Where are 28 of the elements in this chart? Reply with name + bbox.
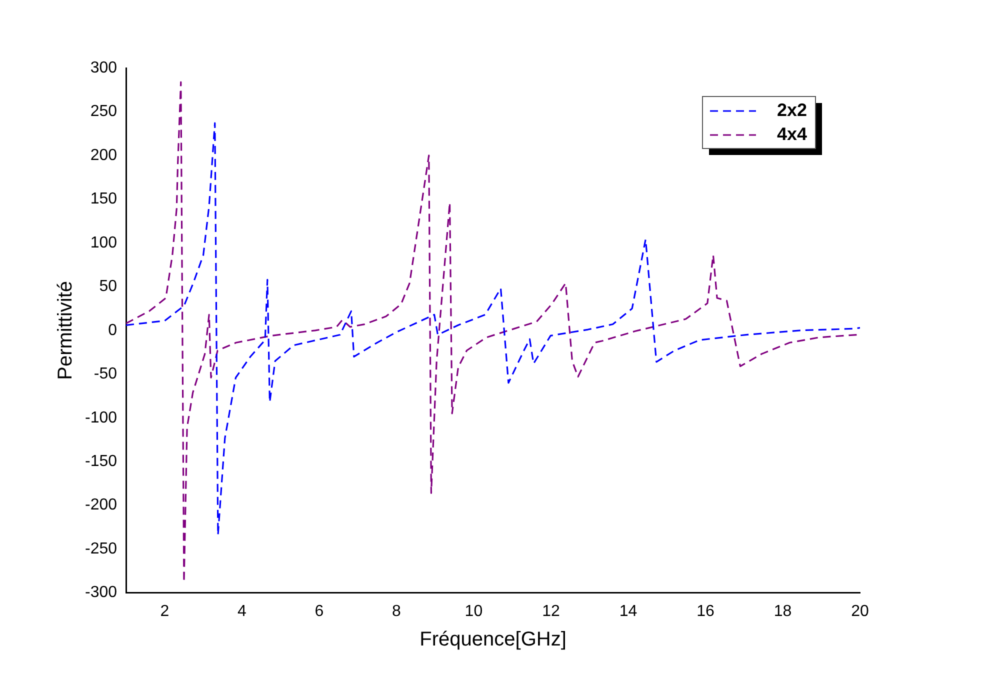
y-tick-label: 100 (90, 234, 118, 252)
x-tick-label: 18 (774, 602, 792, 620)
x-tick-label: 6 (314, 602, 324, 620)
legend-label: 4x4 (776, 124, 807, 144)
line-series (126, 122, 860, 536)
x-tick-label: 20 (851, 602, 869, 620)
y-tick-label: -200 (84, 496, 118, 514)
y-tick-label: -300 (84, 584, 118, 602)
y-tick-label: 150 (90, 190, 118, 208)
y-tick-label: 50 (99, 278, 118, 296)
x-tick-label: 16 (696, 602, 714, 620)
y-axis-title: Permittivité (54, 280, 77, 380)
legend-label: 2x2 (776, 100, 807, 120)
x-axis-title: Fréquence[GHz] (420, 628, 566, 651)
y-tick-label: 300 (90, 59, 118, 76)
x-tick-label: 14 (619, 602, 638, 620)
x-tick-label: 8 (392, 602, 401, 620)
y-tick-label: 200 (90, 146, 118, 164)
x-tick-label: 12 (542, 602, 560, 620)
x-tick-label: 10 (464, 602, 483, 620)
y-tick-label: -100 (84, 409, 118, 426)
x-tick-label: 4 (237, 602, 246, 620)
x-tick-label: 2 (160, 602, 170, 620)
y-tick-label: 0 (108, 322, 118, 339)
y-tick-label: -50 (94, 366, 118, 383)
y-tick-label: 250 (90, 103, 118, 120)
y-tick-label: -250 (84, 540, 118, 558)
y-tick-label: -150 (84, 453, 118, 470)
